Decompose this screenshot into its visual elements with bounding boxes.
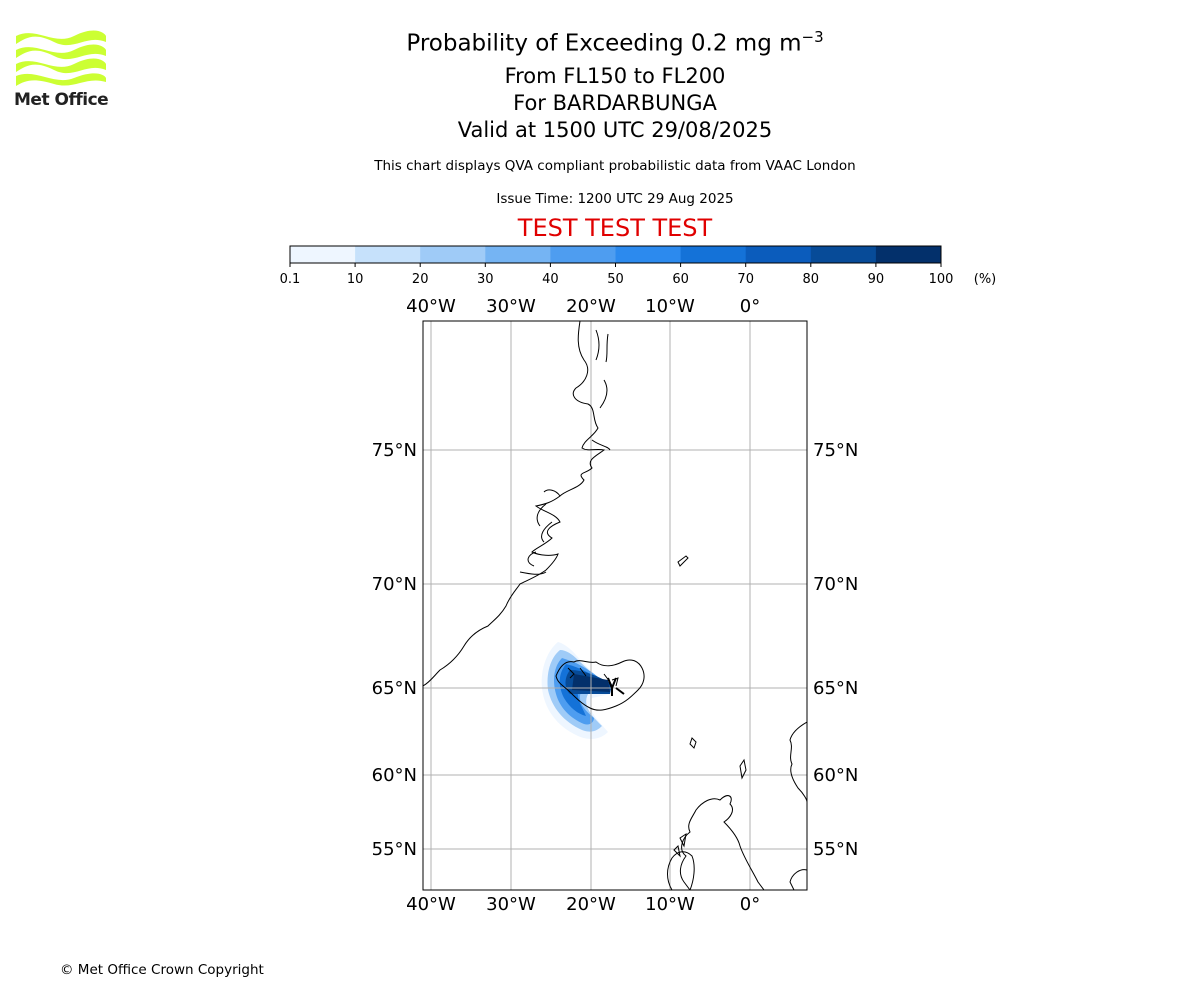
colorbar-tick-label: 80: [803, 272, 820, 287]
greenland-north: [591, 329, 611, 451]
met-office-waves-icon: [16, 30, 106, 86]
colorbar-tick-label: 60: [672, 272, 689, 287]
colorbar-tick-label: 40: [542, 272, 559, 287]
qva-note: This chart displays QVA compliant probab…: [374, 158, 856, 174]
colorbar-cell: [680, 246, 747, 263]
chart-title-main: Probability of Exceeding 0.2 mg m: [406, 30, 802, 57]
lat-label-left-60n: 60°N: [372, 765, 417, 786]
map-gridlines: [423, 321, 807, 890]
lon-label-top-40w: 40°W: [406, 296, 456, 317]
lat-label-left-75n: 75°N: [372, 440, 417, 461]
colorbar-unit: (%): [974, 272, 997, 287]
lon-label-bottom-40w: 40°W: [406, 894, 456, 915]
lon-label-top-10w: 10°W: [645, 296, 695, 317]
chart-title: Probability of Exceeding 0.2 mg m−3: [0, 28, 1200, 57]
flight-levels-subtitle: From FL150 to FL200: [504, 64, 726, 88]
lat-label-left-65n: 65°N: [372, 678, 417, 699]
lat-label-left-70n: 70°N: [372, 574, 417, 595]
colorbar-tick-label: 10: [347, 272, 364, 287]
greenland-fjords: [519, 489, 561, 575]
volcano-marker-icon: [607, 677, 625, 696]
lon-label-top-20w: 20°W: [566, 296, 616, 317]
volcano-subtitle: For BARDARBUNGA: [513, 91, 717, 115]
lat-label-right-55n: 55°N: [813, 839, 858, 860]
lon-label-bottom-20w: 20°W: [566, 894, 616, 915]
valid-time-subtitle: Valid at 1500 UTC 29/08/2025: [457, 118, 773, 142]
colorbar-cell: [875, 246, 942, 263]
map-background: [423, 321, 807, 890]
colorbar-cell: [485, 246, 551, 263]
issue-time: Issue Time: 1200 UTC 29 Aug 2025: [496, 191, 734, 207]
colorbar-cell: [745, 246, 812, 263]
hebrides: [673, 832, 687, 858]
iceland-coast: [555, 659, 645, 711]
lat-label-right-70n: 70°N: [813, 574, 858, 595]
bottom-longitude-labels: 40°W 30°W 20°W 10°W 0°: [406, 894, 760, 915]
colorbar-cell: [290, 246, 356, 263]
colorbar-tick-label: 100: [929, 272, 954, 287]
colorbar-tick-label: 0.1: [280, 272, 301, 287]
map-frame: [422, 320, 808, 891]
lon-label-top-0: 0°: [740, 296, 760, 317]
colorbar-cell: [355, 246, 421, 263]
lat-label-right-60n: 60°N: [813, 765, 858, 786]
colorbar-cell: [550, 246, 616, 263]
lat-label-left-55n: 55°N: [372, 839, 417, 860]
colorbar-tick-label: 50: [607, 272, 624, 287]
greenland-coast: [423, 321, 606, 687]
norway-coast: [789, 721, 807, 803]
shetland-islands: [739, 758, 747, 780]
test-banner: TEST TEST TEST: [517, 214, 713, 242]
lon-label-top-30w: 30°W: [486, 296, 536, 317]
met-office-logo: Met Office: [14, 28, 110, 114]
met-office-logo-text: Met Office: [14, 90, 109, 110]
lat-label-right-75n: 75°N: [813, 440, 858, 461]
colorbar: 0.1 10 20 30 40 50 60 70 80 90 100 (%): [280, 245, 997, 287]
colorbar-tick-label: 70: [737, 272, 754, 287]
top-longitude-labels: 40°W 30°W 20°W 10°W 0°: [406, 296, 760, 317]
colorbar-cell: [810, 246, 877, 263]
colorbar-cell: [615, 246, 682, 263]
lon-label-bottom-30w: 30°W: [486, 894, 536, 915]
colorbar-tick-label: 30: [477, 272, 494, 287]
copyright-notice: © Met Office Crown Copyright: [60, 962, 264, 978]
lon-label-bottom-10w: 10°W: [645, 894, 695, 915]
left-latitude-labels: 75°N 70°N 65°N 60°N 55°N: [372, 440, 417, 860]
map: 40°W 30°W 20°W 10°W 0° 40°W 30°W 20°W 10…: [372, 296, 859, 915]
coastlines: [423, 321, 807, 890]
colorbar-tick-label: 90: [868, 272, 885, 287]
denmark-coast: [789, 869, 807, 890]
colorbar-cell: [420, 246, 486, 263]
faroe-islands: [689, 737, 697, 749]
jan-mayen: [677, 555, 689, 567]
iceland-fjords: [567, 667, 619, 689]
chart-title-exponent: −3: [801, 28, 824, 46]
britain-coast: [679, 795, 765, 890]
lat-label-right-65n: 65°N: [813, 678, 858, 699]
right-latitude-labels: 75°N 70°N 65°N 60°N 55°N: [813, 440, 858, 860]
colorbar-tick-label: 20: [412, 272, 429, 287]
lon-label-bottom-0: 0°: [740, 894, 760, 915]
